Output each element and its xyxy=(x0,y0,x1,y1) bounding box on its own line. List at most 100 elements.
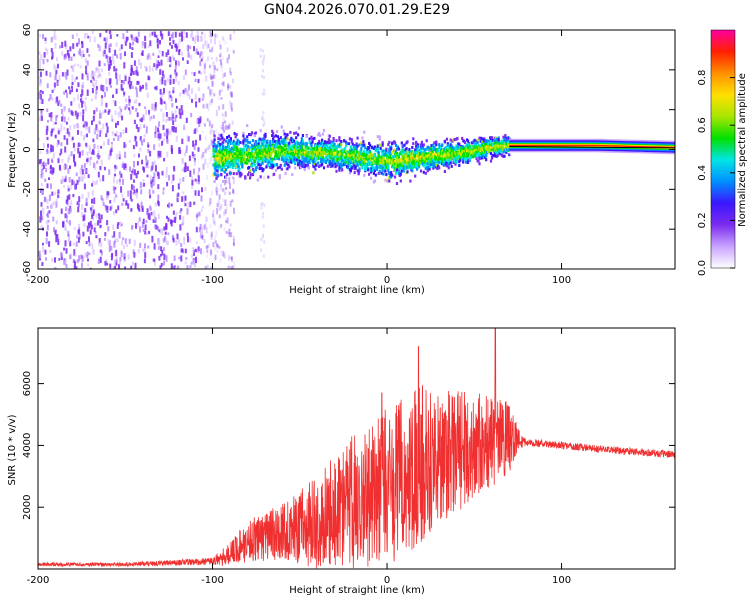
spectrogram-noise-cell xyxy=(150,212,153,216)
spectrogram-noise-cell xyxy=(73,249,76,256)
spectrogram-noise-cell xyxy=(196,212,199,218)
spectrogram-band-cell xyxy=(420,140,423,144)
spectrogram-noise-cell xyxy=(137,31,140,37)
spectrogram-noise-cell xyxy=(93,110,96,115)
spectrogram-noise-cell xyxy=(167,204,169,208)
spectrogram-noise-cell xyxy=(177,43,180,49)
spectrogram-noise-cell xyxy=(131,47,134,50)
spectrogram-band-cell xyxy=(372,166,375,170)
spectrogram-noise-cell xyxy=(188,93,191,100)
spectrogram-noise-cell xyxy=(89,220,92,227)
spectrogram-noise-cell xyxy=(118,151,121,157)
spectrogram-noise-cell xyxy=(50,131,53,137)
spectrogram-center-line xyxy=(509,146,675,149)
spectrogram-noise-cell xyxy=(87,174,90,179)
spectrogram-band-cell xyxy=(504,137,507,141)
spectrogram-noise-cell xyxy=(67,131,70,135)
spectrogram-noise-cell xyxy=(41,171,44,177)
spectrogram-noise-cell xyxy=(181,51,183,56)
spectrogram-noise-cell xyxy=(131,261,134,266)
spectrogram-noise-cell xyxy=(166,151,169,158)
spectrogram-band-cell xyxy=(326,154,329,158)
spectrogram-noise-cell xyxy=(49,166,52,170)
spectrogram-noise-cell xyxy=(104,238,106,241)
spectrogram-noise-cell xyxy=(46,59,49,63)
spectrogram-noise-cell xyxy=(134,262,137,269)
spectrogram-band-cell xyxy=(390,156,393,160)
spectrogram-band-cell xyxy=(234,155,237,159)
spectrogram-noise-cell xyxy=(135,70,138,75)
spectrogram-band-cell xyxy=(246,124,249,128)
spectrogram-noise-cell xyxy=(106,36,109,43)
spectrogram-noise-cell xyxy=(195,226,198,233)
spectrogram-noise-cell xyxy=(192,155,195,159)
spectrogram-noise-cell xyxy=(223,253,226,259)
spectrogram-noise-cell xyxy=(121,202,124,206)
spectrogram-noise-cell xyxy=(97,150,100,156)
spectrogram-noise-cell xyxy=(89,267,92,269)
spectrogram-band-cell xyxy=(332,161,335,165)
spectrogram-band-cell xyxy=(256,146,259,150)
spectrogram-band-cell xyxy=(249,141,252,145)
spectrogram-noise-cell xyxy=(139,124,142,130)
spectrogram-band-cell xyxy=(458,142,461,146)
spectrogram-noise-cell xyxy=(153,258,156,262)
spectrogram-noise-cell xyxy=(203,67,206,74)
spectrogram-noise-cell xyxy=(38,250,41,256)
spectrogram-noise-cell xyxy=(227,83,230,88)
spectrogram-noise-cell xyxy=(99,178,102,182)
spectrogram-band-cell xyxy=(424,171,427,175)
spectrogram-band-cell xyxy=(498,141,501,145)
spectrogram-noise-cell xyxy=(62,221,65,228)
spectrogram-noise-cell xyxy=(228,255,231,261)
spectrogram-noise-cell xyxy=(105,122,108,127)
spectrogram-noise-cell xyxy=(217,96,220,101)
spectrogram-noise-cell xyxy=(76,201,79,206)
spectrogram-noise-cell xyxy=(216,207,219,215)
spectrogram-noise-cell xyxy=(89,229,92,235)
spectrogram-noise-cell xyxy=(120,108,123,113)
spectrogram-noise-cell xyxy=(110,145,113,149)
spectrogram-noise-cell xyxy=(163,87,165,94)
spectrogram-noise-cell xyxy=(86,159,88,162)
spectrogram-band-cell xyxy=(490,155,494,159)
spectrogram-noise-cell xyxy=(145,82,148,87)
spectrogram-band-cell xyxy=(247,140,250,144)
spectrogram-noise-cell xyxy=(41,214,44,220)
spectrogram-noise-cell xyxy=(137,80,140,85)
spectrogram-noise-cell xyxy=(198,119,201,124)
spectrogram-band-cell xyxy=(313,162,316,166)
spectrogram-noise-cell xyxy=(53,82,56,88)
spectrogram-noise-cell xyxy=(117,135,120,141)
spectrogram-noise-cell xyxy=(103,166,106,171)
spectrogram-noise-cell xyxy=(76,112,79,117)
spectrogram-band-cell xyxy=(239,147,242,151)
spectrogram-noise-cell xyxy=(205,215,208,222)
spectrogram-noise-cell xyxy=(207,144,210,150)
spectrogram-noise-cell xyxy=(196,31,199,36)
spectrogram-noise-cell xyxy=(50,144,53,151)
spectrogram-noise-cell xyxy=(263,92,266,96)
spectrogram-band-cell xyxy=(422,143,425,147)
spectrogram-noise-cell xyxy=(119,112,122,118)
spectrogram-noise-cell xyxy=(128,107,131,111)
spectrogram-band-cell xyxy=(222,140,225,144)
spectrogram-band-cell xyxy=(493,154,496,158)
spectrogram-band-cell xyxy=(393,160,397,164)
spectrogram-noise-cell xyxy=(61,159,64,163)
spectrogram-noise-cell xyxy=(66,49,69,56)
spectrogram-band-cell xyxy=(386,160,389,164)
spectrogram-noise-cell xyxy=(92,212,95,216)
spectrogram-noise-cell xyxy=(81,41,83,45)
spectrogram-noise-cell xyxy=(194,35,197,41)
spectrogram-noise-cell xyxy=(93,143,96,149)
spectrogram-noise-cell xyxy=(217,105,220,109)
spectrogram-band-cell xyxy=(415,159,418,163)
spectrogram-band-cell xyxy=(378,135,381,139)
spectrogram-noise-cell xyxy=(100,145,103,149)
spectrogram-noise-cell xyxy=(194,128,197,134)
spectrogram-noise-cell xyxy=(106,220,109,226)
spectrogram-noise-cell xyxy=(57,158,60,164)
spectrogram-noise-cell xyxy=(210,155,213,161)
